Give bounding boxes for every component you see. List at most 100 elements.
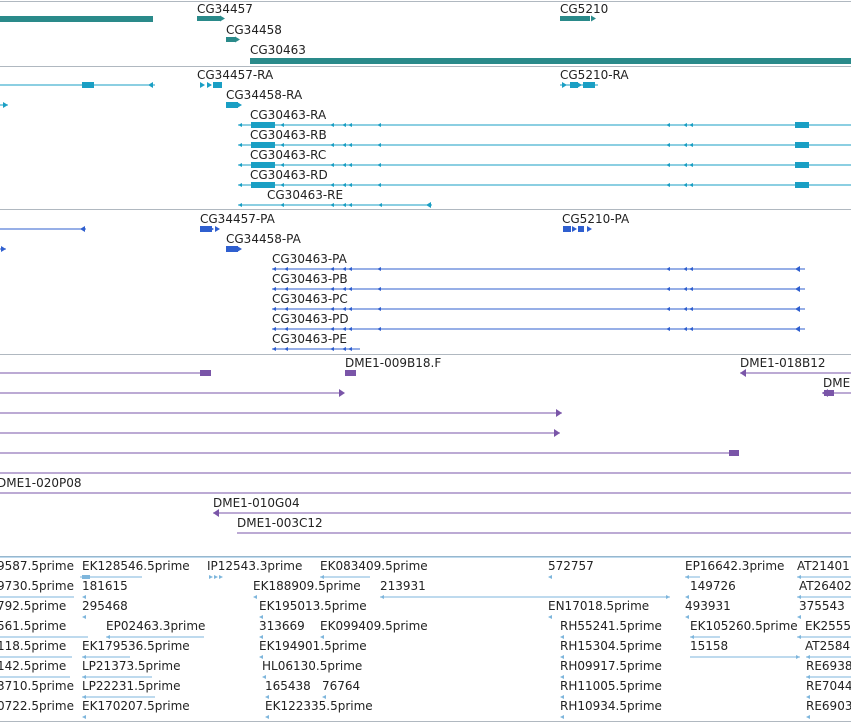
est-label[interactable]: EK099409.5prime <box>320 619 428 633</box>
est-label[interactable]: 9587.5prime <box>0 559 74 573</box>
est-label[interactable]: 118.5prime <box>0 639 67 653</box>
est-label[interactable]: EN17018.5prime <box>548 599 650 613</box>
protein-label[interactable]: CG34457-PA <box>200 212 275 226</box>
left-arrow-icon <box>685 595 689 599</box>
clone-label[interactable]: DME1-010G04 <box>213 496 300 510</box>
est-label[interactable]: 295468 <box>82 599 128 613</box>
left-arrow-icon <box>272 307 276 311</box>
est-label[interactable]: 313669 <box>259 619 305 633</box>
gene-label[interactable]: CG5210 <box>560 2 609 16</box>
left-arrow-icon <box>666 143 670 147</box>
left-arrow-icon <box>272 327 276 331</box>
est-label[interactable]: EK122335.5prime <box>265 699 373 713</box>
clone-label[interactable]: DME1-009B18.F <box>345 356 442 370</box>
est-label[interactable]: RH15304.5prime <box>560 639 662 653</box>
feature-block <box>824 390 834 396</box>
clone-label[interactable]: DME1-020P08 <box>0 476 82 490</box>
transcript-label[interactable]: CG30463-RE <box>267 188 344 202</box>
est-label[interactable]: EK188909.5prime <box>253 579 361 593</box>
left-arrow-icon <box>683 143 687 147</box>
est-label[interactable]: EP02463.3prime <box>106 619 206 633</box>
protein-label[interactable]: CG30463-PD <box>272 312 349 326</box>
gene-block <box>250 58 851 64</box>
right-arrow-icon <box>591 15 596 22</box>
transcript-label[interactable]: CG34458-RA <box>226 88 303 102</box>
transcript-label[interactable]: CG30463-RC <box>250 148 327 162</box>
left-arrow-icon <box>148 82 153 88</box>
feature-block <box>795 182 809 188</box>
est-label[interactable]: EK128546.5prime <box>82 559 190 573</box>
left-arrow-icon <box>548 615 552 619</box>
est-label[interactable]: LP21373.5prime <box>82 659 181 673</box>
left-arrow-icon <box>272 347 276 351</box>
est-label[interactable]: EK105260.5prime <box>690 619 798 633</box>
clone-label[interactable]: DME <box>823 376 851 390</box>
est-label[interactable]: RH09917.5prime <box>560 659 662 673</box>
transcript-label[interactable]: CG30463-RB <box>250 128 327 142</box>
est-label[interactable]: AT21401 <box>797 559 850 573</box>
est-label[interactable]: EK194901.5prime <box>259 639 367 653</box>
left-arrow-icon <box>272 287 276 291</box>
est-label[interactable]: EK2555 <box>805 619 851 633</box>
est-label[interactable]: EK179536.5prime <box>82 639 190 653</box>
clone-label[interactable]: DME1-018B12 <box>740 356 826 370</box>
protein-label[interactable]: CG5210-PA <box>562 212 630 226</box>
left-arrow-icon <box>342 327 346 331</box>
est-label[interactable]: RH11005.5prime <box>560 679 662 693</box>
transcript-label[interactable]: CG34457-RA <box>197 68 274 82</box>
est-label[interactable]: AT26402 <box>799 579 851 593</box>
left-arrow-icon <box>265 695 269 699</box>
est-label[interactable]: 0722.5prime <box>0 699 74 713</box>
est-label[interactable]: 561.5prime <box>0 619 67 633</box>
feature-block <box>563 226 571 232</box>
left-arrow-icon <box>320 635 324 639</box>
protein-label[interactable]: CG30463-PC <box>272 292 348 306</box>
est-label[interactable]: 181615 <box>82 579 128 593</box>
feature-block <box>729 450 739 456</box>
gene-label[interactable]: CG34458 <box>226 23 282 37</box>
gene-label[interactable]: CG30463 <box>250 43 306 57</box>
est-label[interactable]: EK083409.5prime <box>320 559 428 573</box>
est-label[interactable]: RE6938 <box>806 659 851 673</box>
transcript-label[interactable]: CG5210-RA <box>560 68 629 82</box>
left-arrow-icon <box>683 287 687 291</box>
est-label[interactable]: IP12543.3prime <box>207 559 303 573</box>
protein-label[interactable]: CG30463-PE <box>272 332 347 346</box>
right-arrow-icon <box>3 102 8 108</box>
est-label[interactable]: RH55241.5prime <box>560 619 662 633</box>
protein-label[interactable]: CG30463-PA <box>272 252 347 266</box>
est-label[interactable]: 142.5prime <box>0 659 67 673</box>
est-label[interactable]: LP22231.5prime <box>82 679 181 693</box>
est-label[interactable]: EK170207.5prime <box>82 699 190 713</box>
gene-label[interactable]: CG34457 <box>197 2 253 16</box>
est-label[interactable]: RH10934.5prime <box>560 699 662 713</box>
est-label[interactable]: 76764 <box>322 679 361 693</box>
protein-label[interactable]: CG30463-PB <box>272 272 348 286</box>
feature-block <box>226 102 238 108</box>
est-label[interactable]: HL06130.5prime <box>262 659 363 673</box>
est-label[interactable]: 165438 <box>265 679 311 693</box>
right-arrow-icon <box>666 595 670 599</box>
transcript-label[interactable]: CG30463-RA <box>250 108 327 122</box>
clone-label[interactable]: DME1-003C12 <box>237 516 323 530</box>
left-arrow-icon <box>284 327 288 331</box>
protein-label[interactable]: CG34458-PA <box>226 232 301 246</box>
left-arrow-icon <box>689 163 693 167</box>
left-arrow-icon <box>560 695 564 699</box>
est-label[interactable]: 15158 <box>690 639 729 653</box>
est-label[interactable]: RE7044 <box>806 679 851 693</box>
est-label[interactable]: EP16642.3prime <box>685 559 785 573</box>
est-label[interactable]: EK195013.5prime <box>259 599 367 613</box>
est-label[interactable]: 149726 <box>690 579 736 593</box>
transcript-label[interactable]: CG30463-RD <box>250 168 328 182</box>
est-label[interactable]: 493931 <box>685 599 731 613</box>
est-label[interactable]: 3710.5prime <box>0 679 74 693</box>
est-label[interactable]: AT2584 <box>805 639 851 653</box>
feature-block <box>251 142 275 148</box>
est-label[interactable]: 213931 <box>380 579 426 593</box>
est-label[interactable]: 572757 <box>548 559 594 573</box>
est-label[interactable]: 792.5prime <box>0 599 67 613</box>
est-label[interactable]: 9730.5prime <box>0 579 74 593</box>
est-label[interactable]: 375543 <box>799 599 845 613</box>
est-label[interactable]: RE6903 <box>806 699 851 713</box>
